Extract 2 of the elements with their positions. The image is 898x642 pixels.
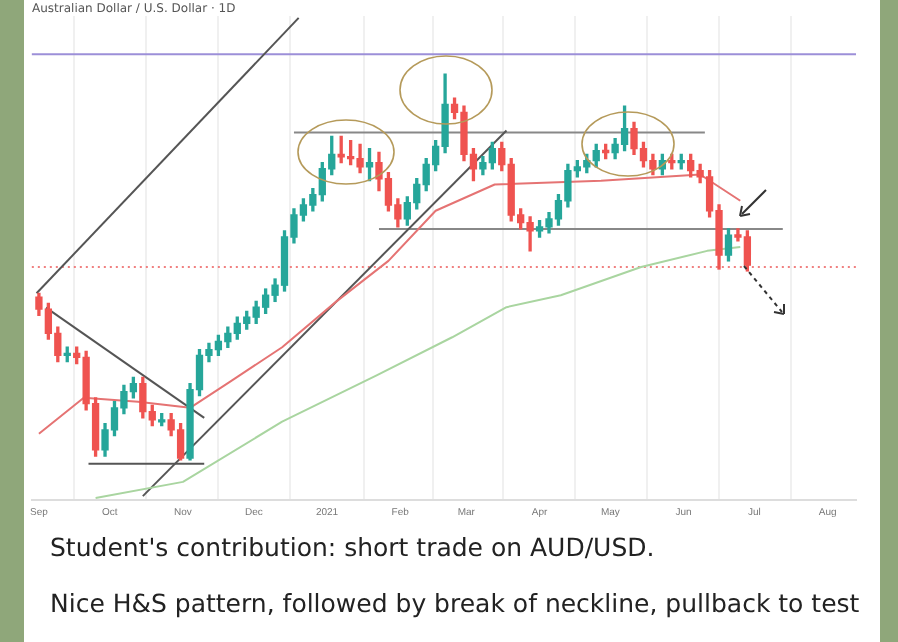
- text: Student's contribution: short trade on AUD/USD.: [50, 532, 655, 562]
- text: Nice H&S pattern, followed by break of neckline, pullback to test: [50, 588, 860, 618]
